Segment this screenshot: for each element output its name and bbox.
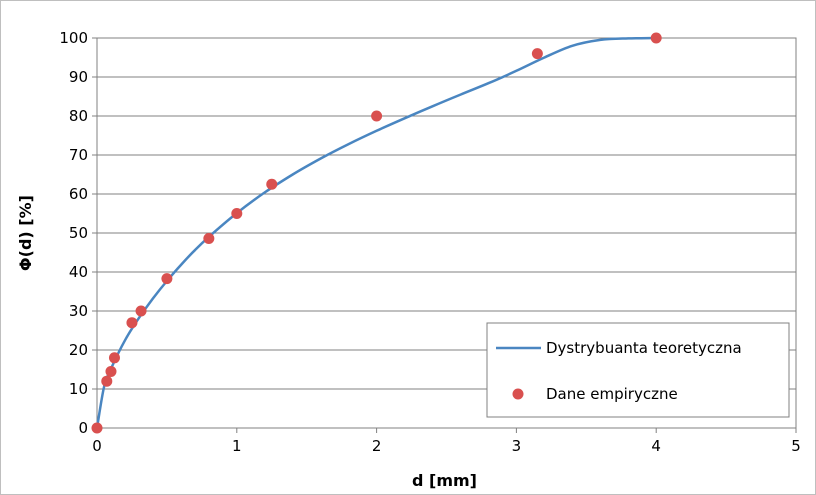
x-tick-label: 3 xyxy=(512,437,522,455)
y-tick-label: 90 xyxy=(69,68,88,86)
legend-label-theoretical: Dystrybuanta teoretyczna xyxy=(546,339,742,357)
data-point-empirical xyxy=(203,232,215,244)
series-layer xyxy=(91,32,662,434)
data-point-empirical xyxy=(126,317,138,329)
y-tick-label: 40 xyxy=(69,263,88,281)
y-tick-label: 70 xyxy=(69,146,88,164)
data-point-empirical xyxy=(531,48,543,60)
x-axis-title: d [mm] xyxy=(412,471,477,490)
x-axis-ticks: 0 1 2 3 4 5 xyxy=(92,428,801,455)
x-tick-label: 1 xyxy=(232,437,242,455)
y-tick-label: 30 xyxy=(69,302,88,320)
y-tick-label: 20 xyxy=(69,341,88,359)
data-point-empirical xyxy=(108,352,120,364)
y-tick-label: 60 xyxy=(69,185,88,203)
x-tick-label: 4 xyxy=(651,437,661,455)
x-tick-label: 2 xyxy=(372,437,382,455)
data-point-empirical xyxy=(91,422,103,434)
legend: Dystrybuanta teoretyczna Dane empiryczne xyxy=(486,322,790,418)
legend-label-empirical: Dane empiryczne xyxy=(546,385,678,403)
data-point-empirical xyxy=(105,365,117,377)
x-tick-label: 0 xyxy=(92,437,102,455)
y-tick-label: 0 xyxy=(78,419,88,437)
x-tick-label: 5 xyxy=(791,437,801,455)
y-tick-label: 100 xyxy=(59,29,88,47)
legend-box xyxy=(486,322,790,418)
y-tick-label: 10 xyxy=(69,380,88,398)
y-tick-label: 80 xyxy=(69,107,88,125)
data-point-empirical xyxy=(101,375,113,387)
data-point-empirical xyxy=(231,208,243,219)
data-point-empirical xyxy=(161,273,173,285)
data-point-empirical xyxy=(266,178,278,190)
y-axis-ticks: 0 10 20 30 40 50 60 70 80 90 100 xyxy=(59,29,97,437)
data-point-empirical xyxy=(135,305,147,317)
y-axis-title: Φ(d) [%] xyxy=(16,195,35,271)
data-point-empirical xyxy=(650,32,662,44)
legend-marker-swatch xyxy=(512,388,524,400)
data-point-empirical xyxy=(371,110,383,122)
y-tick-label: 50 xyxy=(69,224,88,242)
